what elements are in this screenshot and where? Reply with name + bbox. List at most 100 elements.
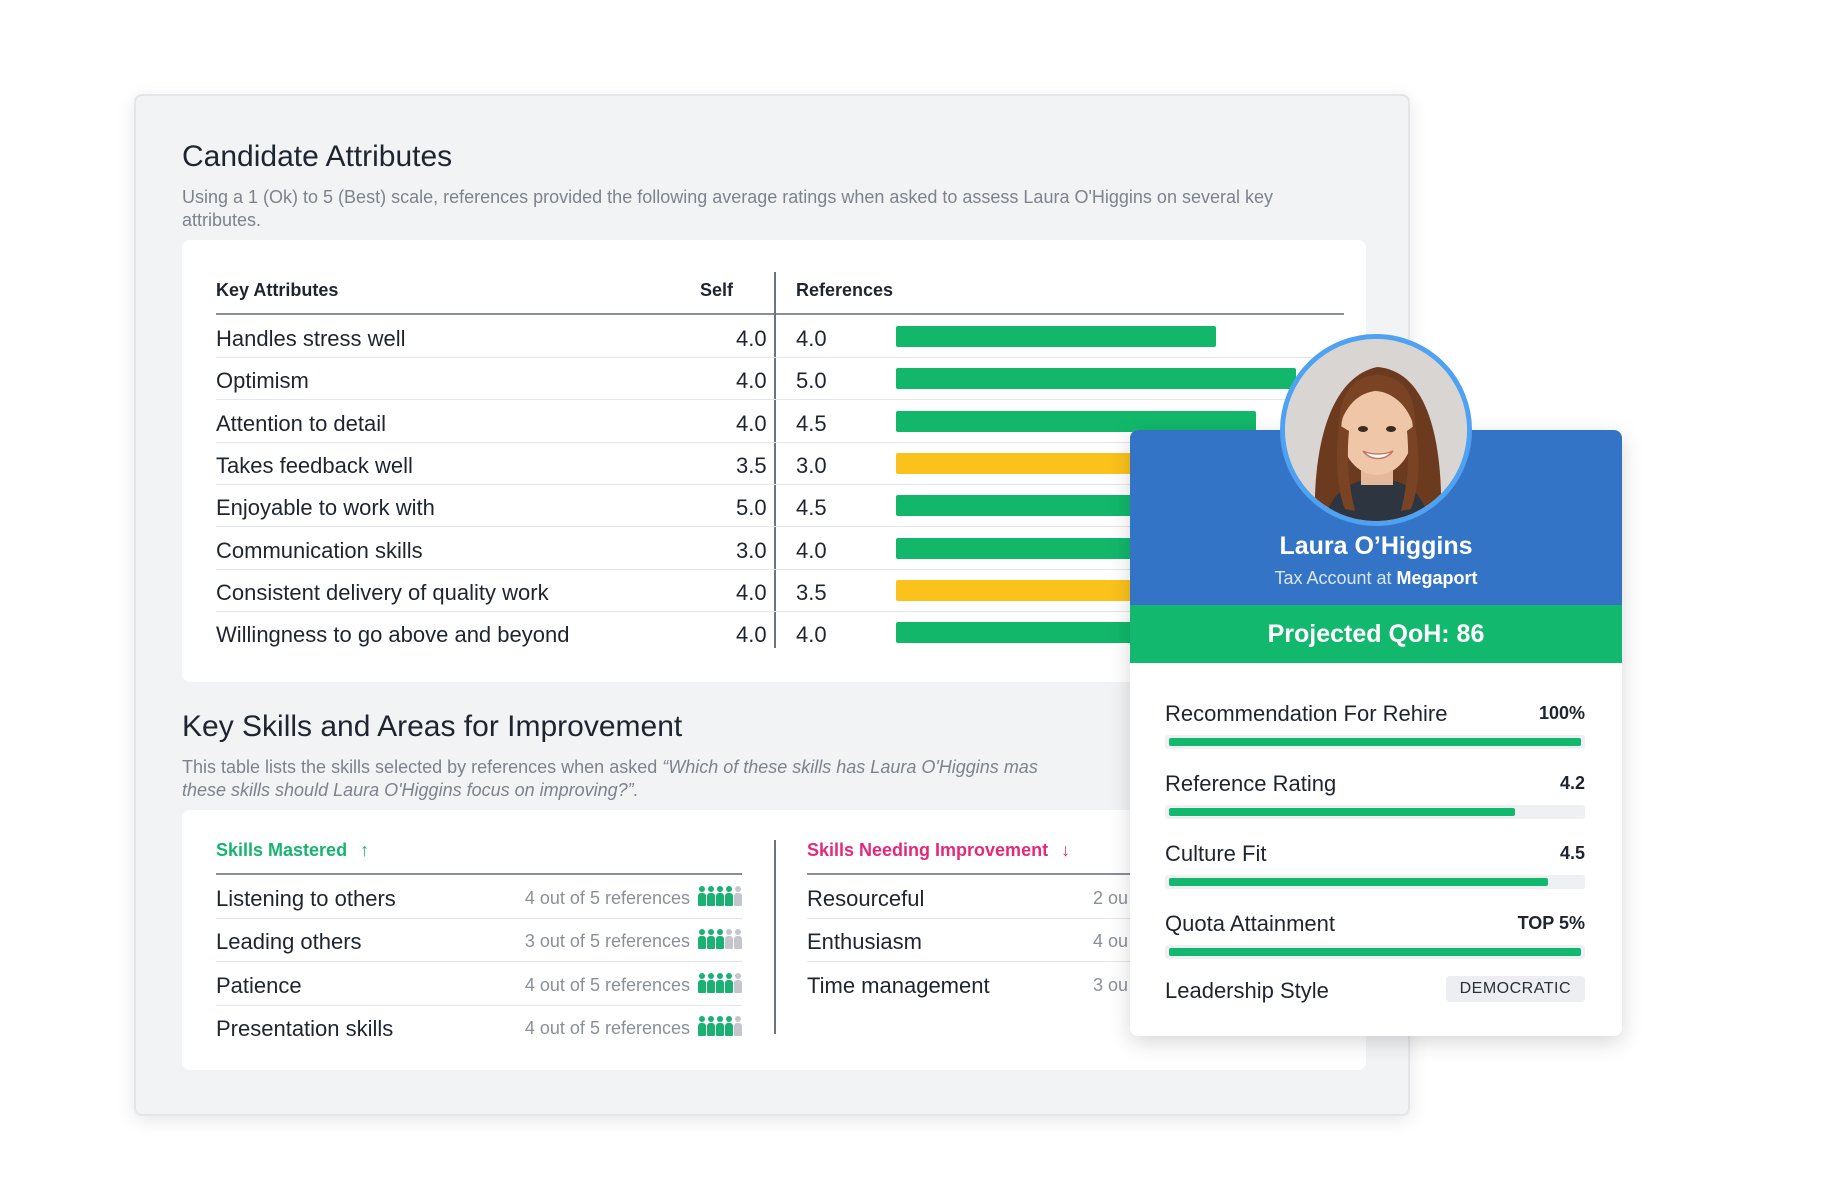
- person-icon: [698, 886, 706, 906]
- metric-value: TOP 5%: [1517, 913, 1585, 933]
- skill-name: Enthusiasm: [807, 929, 922, 955]
- skill-mastered-row: Presentation skills 4 out of 5 references: [216, 1006, 742, 1049]
- skill-name: Resourceful: [807, 886, 925, 911]
- attribute-row: Optimism 4.0 5.0: [216, 358, 1344, 401]
- skill-improvement-row: Enthusiasm 4 ou: [807, 919, 1366, 963]
- skills-description: This table lists the skills selected by …: [182, 756, 1352, 802]
- reference-rating-bar: [896, 579, 1176, 601]
- metric-value: 100%: [1538, 703, 1585, 723]
- attribute-name: Handles stress well: [216, 326, 406, 351]
- self-rating: 3.5: [736, 452, 767, 478]
- person-icon: [725, 886, 733, 906]
- metric-label: Recommendation For Rehire: [1165, 701, 1448, 726]
- skill-improvement-row: Time management 3 ou: [807, 963, 1366, 1006]
- self-rating: 4.0: [736, 579, 767, 605]
- skill-name: Patience: [216, 972, 302, 998]
- metric-fill: [1169, 738, 1581, 746]
- attribute-name: Consistent delivery of quality work: [216, 579, 549, 605]
- reference-rating: 4.0: [796, 326, 827, 351]
- person-icon: [716, 929, 724, 950]
- row-divider: [216, 483, 1344, 485]
- row-divider: [216, 357, 1344, 358]
- person-icon: [698, 1015, 706, 1036]
- person-icon: [698, 972, 706, 993]
- person-icon: [725, 929, 733, 950]
- person-icon: [716, 886, 724, 906]
- reference-count: 4 ou: [1093, 931, 1129, 952]
- reference-rating: 3.5: [796, 579, 827, 605]
- skills-description-text: This table lists the skills selected by …: [182, 757, 663, 777]
- reference-rating: 4.0: [796, 622, 827, 648]
- person-icon: [716, 1015, 724, 1036]
- row-divider: [216, 1004, 742, 1006]
- reference-count: 2 ou: [1093, 888, 1129, 908]
- leadership-style-label: Leadership Style: [1165, 978, 1329, 1003]
- leadership-style-badge: DEMOCRATIC: [1445, 976, 1585, 1002]
- skill-mastered-row: Leading others 3 out of 5 references: [216, 919, 742, 963]
- metric-track: [1165, 805, 1585, 819]
- attribute-name: Takes feedback well: [216, 452, 413, 478]
- metric-track: [1165, 945, 1585, 959]
- reference-rating-bar: [896, 326, 1216, 347]
- attribute-row: Handles stress well 4.0 4.0: [216, 316, 1344, 358]
- row-divider: [216, 568, 1344, 570]
- attribute-name: Communication skills: [216, 537, 423, 563]
- reference-rating-bar: [896, 410, 1256, 432]
- skills-column-divider: [774, 840, 776, 1034]
- self-rating: 4.0: [736, 368, 767, 394]
- skills-mastered-label: Skills Mastered: [216, 840, 348, 860]
- person-icon: [707, 886, 715, 906]
- person-icon: [734, 972, 742, 993]
- self-rating: 5.0: [736, 495, 767, 521]
- person-icon: [707, 929, 715, 950]
- candidate-name: Laura O’Higgins: [1279, 532, 1473, 560]
- metric-fill: [1169, 948, 1581, 956]
- row-divider: [216, 918, 742, 919]
- metric-fill: [1169, 878, 1548, 886]
- metric-value: 4.5: [1559, 843, 1585, 863]
- skills-title: Key Skills and Areas for Improvement: [182, 710, 683, 743]
- skills-mastered-rule: [216, 873, 742, 875]
- reference-count: 4 out of 5 references: [524, 888, 690, 908]
- header-rule: [216, 313, 1344, 315]
- metric-label: Reference Rating: [1165, 771, 1337, 796]
- attributes-title: Candidate Attributes: [182, 140, 453, 173]
- reference-people-icons: [698, 886, 742, 906]
- skill-name: Time management: [807, 972, 990, 998]
- attribute-row: Consistent delivery of quality work 4.0 3.…: [216, 570, 1344, 612]
- metric-track: [1165, 735, 1585, 749]
- reference-count: 3 ou: [1093, 974, 1129, 995]
- column-key-attributes: Key Attributes: [216, 280, 339, 300]
- metric-fill: [1169, 808, 1515, 816]
- person-icon: [734, 1015, 742, 1036]
- metric-track: [1165, 875, 1585, 889]
- person-icon: [698, 929, 706, 950]
- metric-value: 4.2: [1559, 773, 1585, 793]
- skill-improvement-row: Resourceful 2 ou: [807, 876, 1366, 919]
- reference-rating: 4.5: [796, 410, 827, 436]
- row-divider: [216, 399, 1344, 401]
- projected-qoh-banner: Projected QoH: 86: [1130, 605, 1622, 663]
- reference-count: 4 out of 5 references: [524, 1017, 690, 1038]
- row-divider: [216, 441, 1344, 443]
- metric-label: Quota Attainment: [1165, 911, 1335, 936]
- candidate-company: Megaport: [1396, 568, 1478, 588]
- person-icon: [707, 1015, 715, 1036]
- skills-description-quote: “Which of these skills has Laura O'Higgi…: [662, 757, 1038, 777]
- attribute-name: Attention to detail: [216, 410, 387, 436]
- skills-improvement-label: Skills Needing Improvement: [807, 840, 1049, 860]
- reference-rating-bar: [896, 452, 1136, 474]
- person-icon: [716, 972, 724, 993]
- skills-mastered-header: Skills Mastered ↑: [216, 840, 369, 861]
- attributes-description: Using a 1 (Ok) to 5 (Best) scale, refere…: [182, 187, 1273, 230]
- candidate-role-text: Tax Account at: [1274, 568, 1397, 588]
- reference-rating: 3.0: [796, 452, 827, 478]
- skills-improvement-header: Skills Needing Improvement ↓: [807, 840, 1070, 861]
- reference-rating: 4.5: [796, 495, 827, 521]
- row-divider: [807, 961, 1366, 963]
- attribute-name: Willingness to go above and beyond: [216, 622, 570, 648]
- column-references: References: [796, 280, 894, 300]
- attribute-name: Optimism: [216, 368, 309, 394]
- candidate-profile-card: Laura O’Higgins Tax Account at Megaport …: [1130, 430, 1622, 1036]
- column-self: Self: [700, 280, 734, 300]
